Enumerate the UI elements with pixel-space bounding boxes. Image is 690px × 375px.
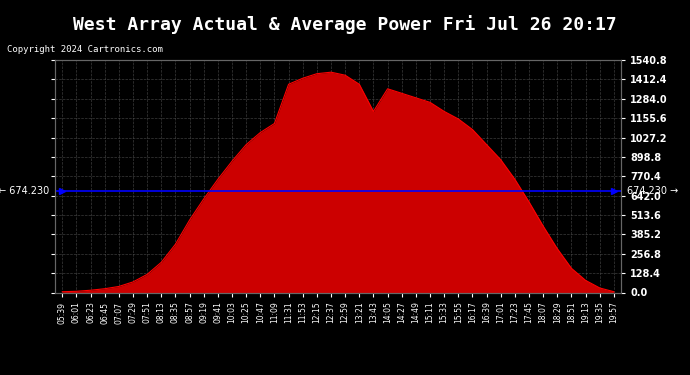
Text: Copyright 2024 Cartronics.com: Copyright 2024 Cartronics.com	[7, 45, 163, 54]
Legend: Average(DC Watts), West Array(DC Watts): Average(DC Watts), West Array(DC Watts)	[306, 0, 615, 3]
Text: 674.230 →: 674.230 →	[627, 186, 678, 196]
Text: West Array Actual & Average Power Fri Jul 26 20:17: West Array Actual & Average Power Fri Ju…	[73, 15, 617, 34]
Text: ← 674.230: ← 674.230	[0, 186, 50, 196]
